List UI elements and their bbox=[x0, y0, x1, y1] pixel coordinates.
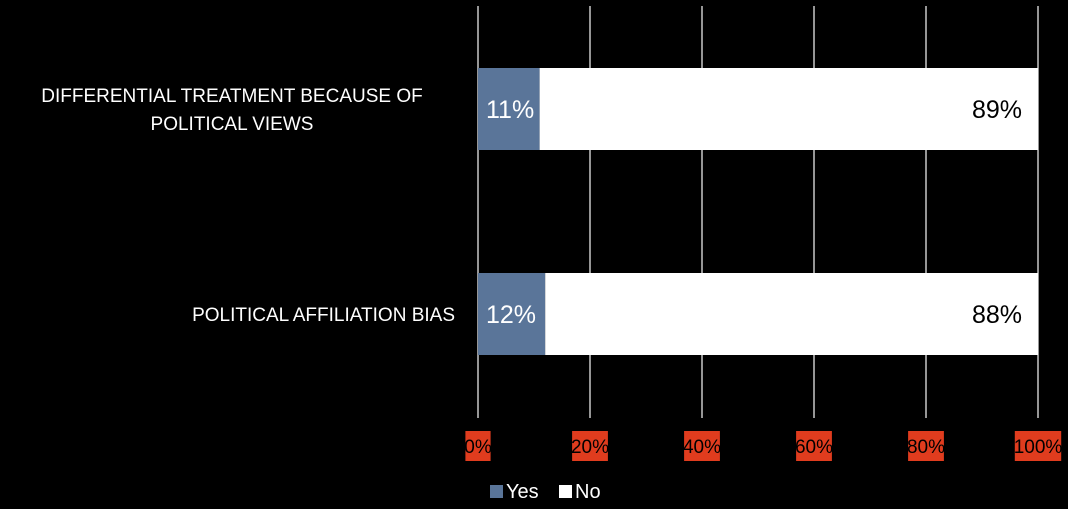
legend: Yes No bbox=[490, 481, 601, 503]
legend-swatch-yes bbox=[490, 485, 503, 498]
tick-label-0: 0% bbox=[464, 437, 492, 458]
bars: 11% 89% 12% 88% bbox=[478, 68, 1038, 355]
category-label-2: POLITICAL AFFILIATION BIAS bbox=[192, 305, 455, 326]
tick-label-20: 20% bbox=[571, 437, 609, 458]
data-label-no-2: 88% bbox=[972, 301, 1022, 329]
data-label-yes-1: 11% bbox=[486, 96, 534, 124]
tick-label-bg-80 bbox=[908, 431, 944, 461]
tick-label-bg-40 bbox=[684, 431, 720, 461]
bar-yes-2 bbox=[478, 273, 546, 355]
legend-swatch-no bbox=[559, 485, 572, 498]
tick-label-100: 100% bbox=[1014, 437, 1063, 458]
category-label-1-line-2: POLITICAL VIEWS bbox=[151, 114, 314, 135]
tick-label-bg-100 bbox=[1014, 431, 1062, 461]
gridlines bbox=[477, 6, 1039, 418]
legend-label-yes: Yes bbox=[506, 481, 539, 503]
legend-label-no: No bbox=[575, 481, 601, 503]
category-label-1-line-1: DIFFERENTIAL TREATMENT BECAUSE OF bbox=[41, 86, 422, 107]
x-axis-ticks: 0% 20% 40% 60% 80% 100% bbox=[464, 431, 1062, 461]
tick-label-40: 40% bbox=[683, 437, 721, 458]
tick-label-80: 80% bbox=[907, 437, 945, 458]
tick-label-60: 60% bbox=[795, 437, 833, 458]
bar-no-1 bbox=[539, 68, 1038, 150]
data-label-no-1: 89% bbox=[972, 96, 1022, 124]
bar-yes-1 bbox=[478, 68, 540, 150]
tick-label-bg-0 bbox=[465, 431, 491, 461]
tick-label-bg-20 bbox=[572, 431, 608, 461]
bar-no-2 bbox=[545, 273, 1038, 355]
tick-label-bg-60 bbox=[796, 431, 832, 461]
data-label-yes-2: 12% bbox=[486, 301, 536, 329]
category-labels: DIFFERENTIAL TREATMENT BECAUSE OF POLITIC… bbox=[41, 86, 455, 326]
